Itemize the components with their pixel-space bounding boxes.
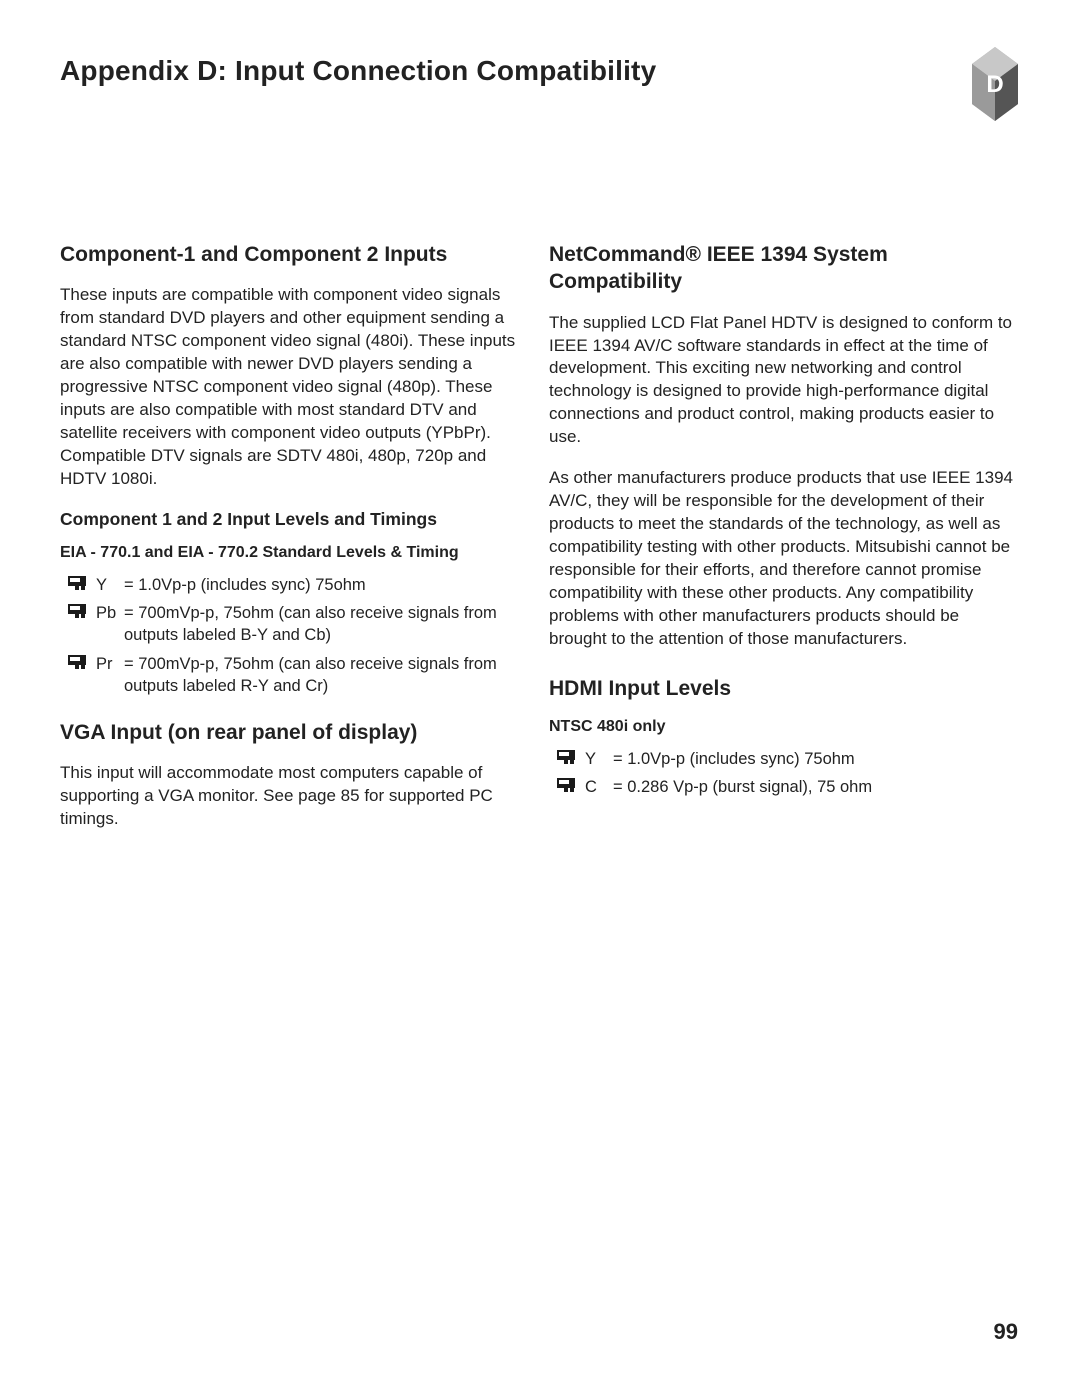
signal-def: = 700mVp-p, 75ohm (can also receive sign… bbox=[124, 602, 531, 647]
netcommand-heading: NetCommand® IEEE 1394 System Compatibili… bbox=[549, 241, 1020, 296]
component-inputs-heading: Component-1 and Component 2 Inputs bbox=[60, 241, 531, 268]
component-inputs-body: These inputs are compatible with compone… bbox=[60, 284, 531, 490]
content-columns: Component-1 and Component 2 Inputs These… bbox=[60, 241, 1020, 849]
bullet-icon bbox=[557, 750, 575, 764]
list-item: Y= 1.0Vp-p (includes sync) 75ohm bbox=[68, 574, 531, 596]
signal-term: Y bbox=[96, 574, 124, 596]
signal-term: C bbox=[585, 776, 613, 798]
netcommand-body-1: The supplied LCD Flat Panel HDTV is desi… bbox=[549, 312, 1020, 450]
bullet-icon bbox=[68, 655, 86, 669]
hdmi-levels-list: Y= 1.0Vp-p (includes sync) 75ohmC= 0.286… bbox=[549, 748, 1020, 799]
signal-term: Pr bbox=[96, 653, 124, 698]
hdmi-levels-heading: HDMI Input Levels bbox=[549, 675, 1020, 702]
right-column: NetCommand® IEEE 1394 System Compatibili… bbox=[549, 241, 1020, 849]
bullet-icon bbox=[68, 576, 86, 590]
list-item: Pr= 700mVp-p, 75ohm (can also receive si… bbox=[68, 653, 531, 698]
badge-letter: D bbox=[986, 71, 1003, 98]
page-header: Appendix D: Input Connection Compatibili… bbox=[60, 55, 1020, 121]
list-item: Pb= 700mVp-p, 75ohm (can also receive si… bbox=[68, 602, 531, 647]
eia-standard-heading: EIA - 770.1 and EIA - 770.2 Standard Lev… bbox=[60, 544, 531, 562]
signal-def: = 700mVp-p, 75ohm (can also receive sign… bbox=[124, 653, 531, 698]
list-item: C= 0.286 Vp-p (burst signal), 75 ohm bbox=[557, 776, 1020, 798]
component-levels-list: Y= 1.0Vp-p (includes sync) 75ohmPb= 700m… bbox=[60, 574, 531, 697]
vga-input-body: This input will accommodate most compute… bbox=[60, 762, 531, 831]
appendix-badge-icon: D bbox=[970, 47, 1020, 121]
vga-input-heading: VGA Input (on rear panel of display) bbox=[60, 719, 531, 746]
ntsc-480i-heading: NTSC 480i only bbox=[549, 718, 1020, 736]
netcommand-body-2: As other manufacturers produce products … bbox=[549, 467, 1020, 651]
page-title: Appendix D: Input Connection Compatibili… bbox=[60, 55, 656, 87]
bullet-icon bbox=[557, 778, 575, 792]
signal-term: Y bbox=[585, 748, 613, 770]
signal-def: = 0.286 Vp-p (burst signal), 75 ohm bbox=[613, 776, 1020, 798]
signal-def: = 1.0Vp-p (includes sync) 75ohm bbox=[613, 748, 1020, 770]
component-levels-heading: Component 1 and 2 Input Levels and Timin… bbox=[60, 509, 531, 530]
left-column: Component-1 and Component 2 Inputs These… bbox=[60, 241, 531, 849]
bullet-icon bbox=[68, 604, 86, 618]
list-item: Y= 1.0Vp-p (includes sync) 75ohm bbox=[557, 748, 1020, 770]
page-number: 99 bbox=[994, 1319, 1018, 1345]
signal-term: Pb bbox=[96, 602, 124, 647]
signal-def: = 1.0Vp-p (includes sync) 75ohm bbox=[124, 574, 531, 596]
